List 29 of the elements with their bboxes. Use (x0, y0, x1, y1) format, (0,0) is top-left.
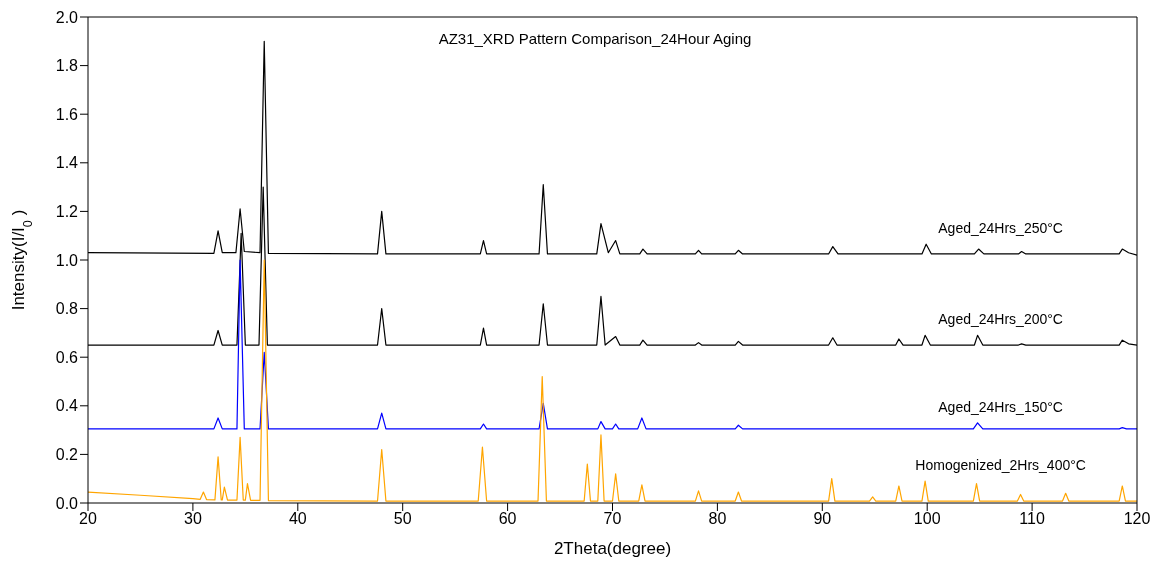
text: AZ31_XRD Pattern Comparison_24Hour Aging (437, 30, 753, 47)
x-tick-label: 120 (1123, 510, 1151, 528)
series-label: Aged_24Hrs_200°C (938, 311, 1063, 328)
y-tick-label: 0.6 (55, 348, 79, 366)
x-tick-label: 90 (813, 510, 832, 528)
x-tick-label: 30 (184, 510, 202, 528)
x-tick-label: 40 (288, 510, 307, 528)
x-tick-label: 50 (393, 510, 412, 528)
line-series (88, 259, 1137, 430)
x-tick-label: 100 (913, 510, 941, 528)
y-tick-label: 1.6 (55, 105, 79, 123)
x-tick-label: 20 (79, 510, 97, 528)
series-label: Aged_24Hrs_150°C (938, 398, 1063, 415)
series-label: Aged_24Hrs_250°C (938, 220, 1063, 237)
y-tick-label: 0.4 (55, 397, 79, 415)
y-tick-label: 2.0 (55, 8, 79, 26)
x-tick-label: 70 (603, 510, 622, 528)
x-tick-label: 110 (1019, 510, 1045, 528)
series-label: Homogenized_2Hrs_400°C (915, 457, 1086, 474)
y-tick-label: 0.0 (55, 494, 79, 512)
y-tick-label: 0.2 (55, 446, 79, 464)
x-tick-label: 80 (708, 510, 727, 528)
x-axis-title: 2Theta(degree) (553, 539, 672, 558)
x-tick-label: 60 (498, 510, 517, 528)
y-tick-label: 1.0 (55, 251, 79, 269)
y-tick-label: 1.8 (55, 57, 79, 75)
y-tick-label: 1.2 (55, 203, 79, 221)
y-tick-label: 0.8 (55, 300, 79, 318)
y-tick-label: 1.4 (55, 154, 79, 172)
